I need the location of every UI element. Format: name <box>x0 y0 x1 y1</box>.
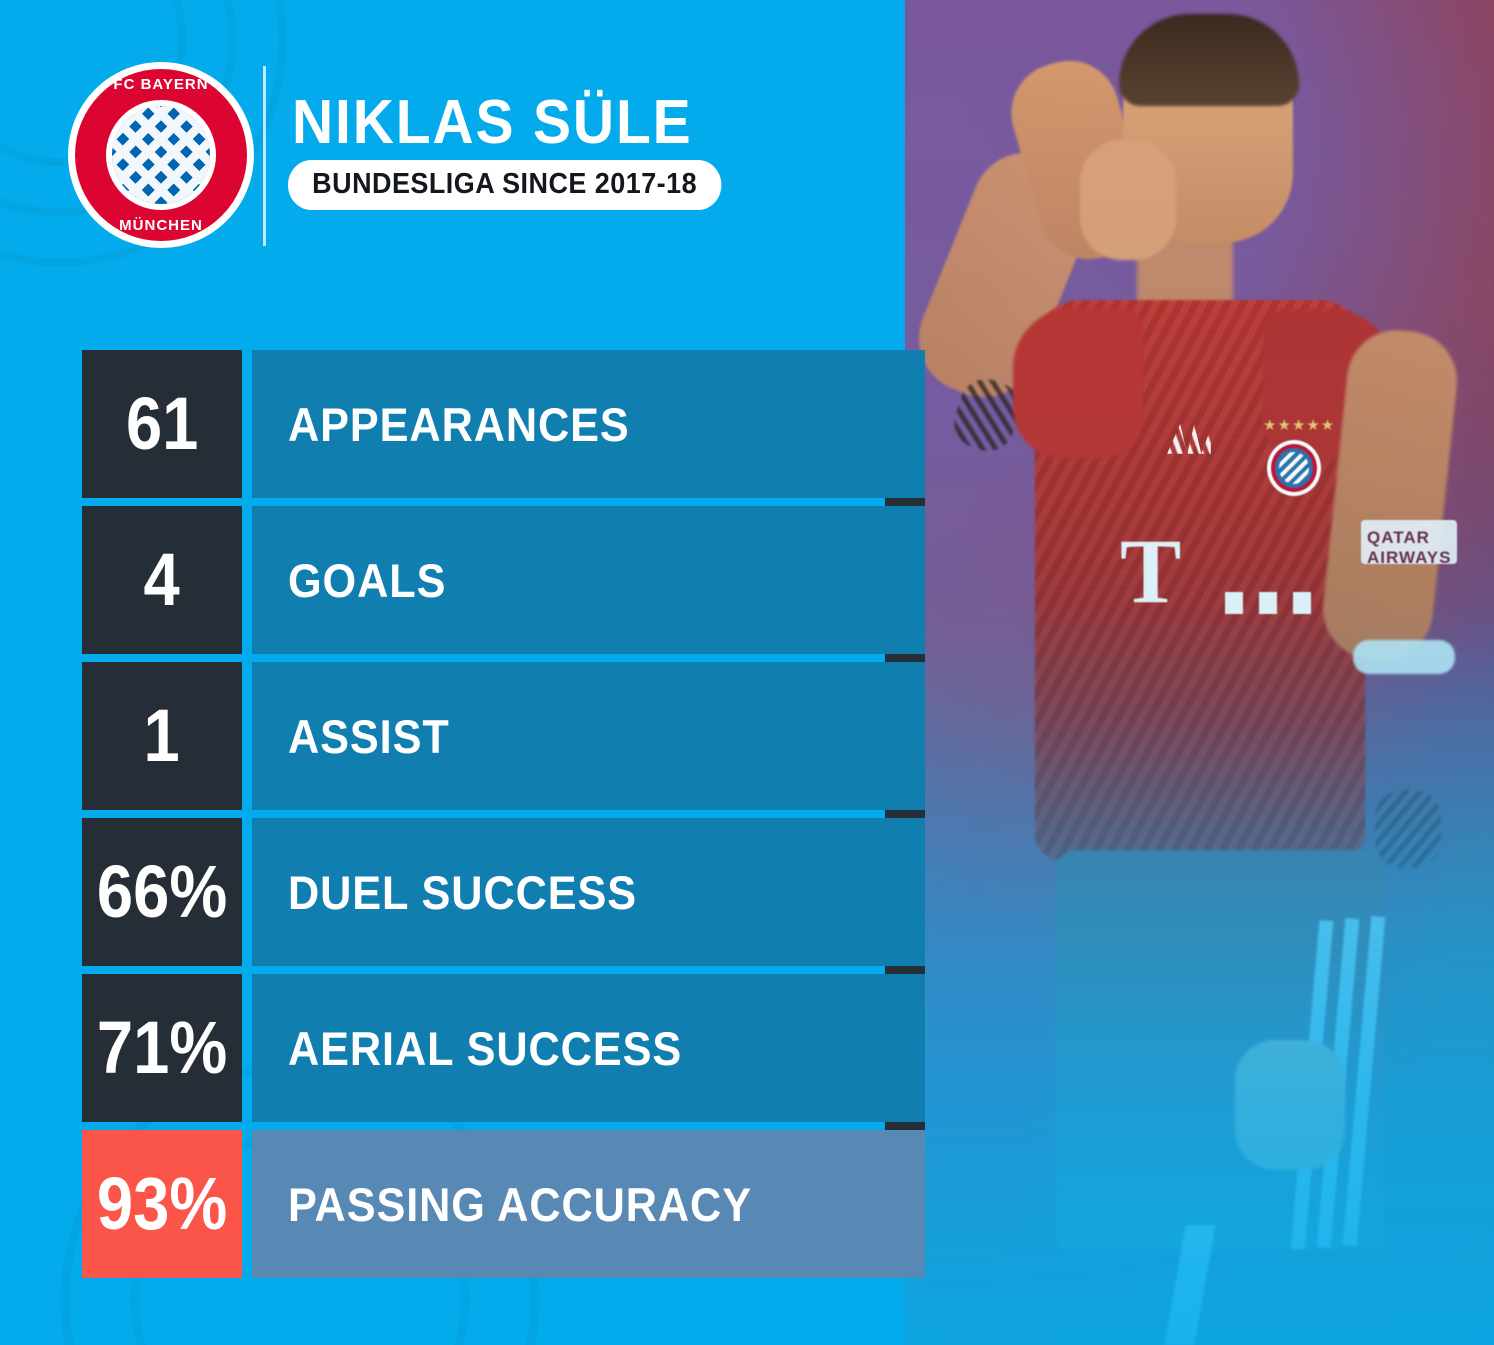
stat-value-box: 71% <box>82 974 242 1122</box>
stat-label-bar: AERIAL SUCCESS <box>252 974 925 1122</box>
fc-bayern-crest-icon: FC BAYERN MÜNCHEN <box>68 62 254 248</box>
stat-label: AERIAL SUCCESS <box>288 1021 683 1075</box>
stat-value: 4 <box>143 538 181 621</box>
stat-label: APPEARANCES <box>288 397 630 451</box>
crest-text-bottom: MÜNCHEN <box>119 217 203 234</box>
stat-label: DUEL SUCCESS <box>288 865 638 919</box>
stat-value: 93% <box>96 1162 228 1245</box>
stat-value-box: 66% <box>82 818 242 966</box>
page-title: NIKLAS SÜLE <box>292 88 693 157</box>
stat-row: 1 ASSIST <box>82 662 925 810</box>
header-divider <box>263 66 266 246</box>
stat-label-bar: GOALS <box>252 506 925 654</box>
stat-row: 93% PASSING ACCURACY <box>82 1130 925 1278</box>
stat-row: 4 GOALS <box>82 506 925 654</box>
stat-label: GOALS <box>288 553 447 607</box>
stat-label: ASSIST <box>288 709 450 763</box>
stat-row: 61 APPEARANCES <box>82 350 925 498</box>
stat-value: 71% <box>96 1006 228 1089</box>
stat-row: 71% AERIAL SUCCESS <box>82 974 925 1122</box>
stat-label-bar: PASSING ACCURACY <box>252 1130 925 1278</box>
stat-label: PASSING ACCURACY <box>288 1177 752 1231</box>
stat-value-box: 4 <box>82 506 242 654</box>
stat-value: 66% <box>96 850 228 933</box>
stat-value-box: 61 <box>82 350 242 498</box>
crest-lozenge-pattern <box>112 106 210 204</box>
stat-value-box: 93% <box>82 1130 242 1278</box>
stat-label-bar: ASSIST <box>252 662 925 810</box>
subtitle-badge: BUNDESLIGA SINCE 2017-18 <box>288 160 722 210</box>
stat-value: 61 <box>125 382 199 465</box>
stat-value-box: 1 <box>82 662 242 810</box>
crest-text-top: FC BAYERN <box>113 76 209 93</box>
stat-label-bar: DUEL SUCCESS <box>252 818 925 966</box>
stat-label-bar: APPEARANCES <box>252 350 925 498</box>
stats-list: 61 APPEARANCES 4 GOALS 1 ASSIST 66% DUEL SUCCES… <box>82 350 925 1286</box>
stat-row: 66% DUEL SUCCESS <box>82 818 925 966</box>
blue-gradient-overlay <box>905 0 1494 1345</box>
stat-value: 1 <box>143 694 181 777</box>
player-photo: ★★★★★ T QATAR AIRWAYS <box>905 0 1494 1345</box>
